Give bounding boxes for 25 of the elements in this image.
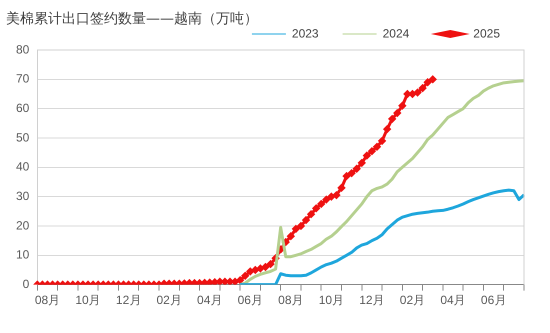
- x-tick-label: 10月: [75, 293, 101, 308]
- y-tick-label: 30: [16, 188, 30, 203]
- legend-label: 2024: [382, 26, 410, 40]
- x-tick-label: 12月: [116, 293, 142, 308]
- y-tick-label: 20: [16, 218, 30, 232]
- legend-label: 2025: [473, 26, 500, 40]
- x-tick-label: 02月: [156, 293, 182, 308]
- y-tick-label: 60: [16, 100, 30, 115]
- y-tick-label: 80: [16, 42, 30, 56]
- y-tick-label: 10: [16, 248, 30, 262]
- y-tick-label: 70: [16, 72, 30, 86]
- x-tick-label: 06月: [480, 293, 506, 308]
- x-tick-label: 12月: [359, 293, 385, 308]
- x-tick-label: 10月: [318, 293, 344, 308]
- x-tick-label: 08月: [278, 293, 304, 308]
- x-tick-label: 08月: [34, 293, 60, 308]
- x-tick-label: 02月: [400, 293, 426, 308]
- legend-label: 2023: [292, 26, 319, 40]
- y-tick-label: 50: [16, 130, 30, 144]
- chart-title: 美棉累计出口签约数量——越南（万吨）: [6, 10, 258, 28]
- x-tick-label: 04月: [440, 293, 466, 308]
- x-tick-label: 06月: [238, 293, 263, 308]
- y-tick-label: 0: [22, 276, 30, 291]
- x-tick-label: 04月: [197, 293, 222, 308]
- y-tick-label: 40: [16, 160, 30, 174]
